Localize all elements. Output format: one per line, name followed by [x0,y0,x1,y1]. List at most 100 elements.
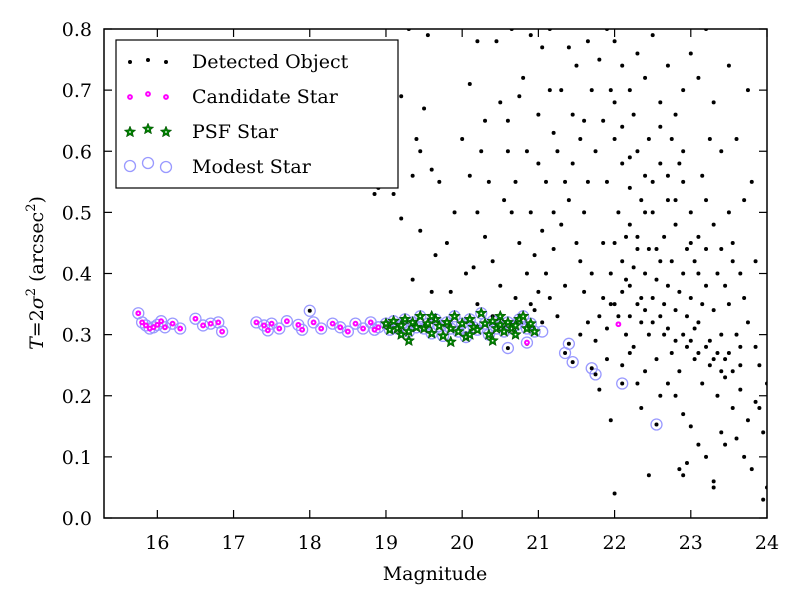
data-point-detected-object [391,192,396,197]
data-point-detected-object [479,149,484,154]
data-point-detected-object [665,283,670,288]
data-point-detected-object [730,259,735,264]
legend-label: Modest Star [192,156,312,178]
data-point-modest-star [616,377,629,390]
data-point-detected-object [612,39,617,44]
data-point-detected-object [753,259,758,264]
data-point-detected-object [715,350,720,355]
data-point-detected-object [643,75,648,80]
data-point-modest-star [315,322,328,335]
data-point-detected-object [585,320,590,325]
data-point-detected-object [738,271,743,276]
data-point-modest-star [307,316,320,329]
x-tick-label: 19 [374,532,398,554]
data-point-detected-object [433,253,438,258]
data-point-detected-object [673,112,678,117]
legend-label: Detected Object [192,51,349,73]
data-point-detected-object [585,179,590,184]
data-point-detected-object [509,210,514,215]
data-point-detected-object [563,179,568,184]
data-point-detected-object [620,63,625,68]
x-tick-label: 22 [602,532,626,554]
data-point-modest-star [155,315,168,328]
data-point-detected-object [688,51,693,56]
data-point-detected-object [677,161,682,166]
x-tick-label: 16 [145,532,169,554]
data-point-detected-object [761,497,766,502]
data-point-detected-object [677,467,682,472]
data-point-detected-object [620,381,625,386]
data-point-detected-object [612,302,617,307]
data-point-detected-object [547,88,552,93]
y-tick-label: 0.6 [62,141,92,163]
data-point-detected-object [662,332,667,337]
data-point-detected-object [749,467,754,472]
data-point-detected-object [711,485,716,490]
data-point-detected-object [563,283,568,288]
data-point-modest-star [326,317,339,330]
data-point-detected-object [719,149,724,154]
series-psf-star [379,306,541,348]
data-point-detected-object [528,302,533,307]
data-point-detected-object [578,332,583,337]
data-point-detected-object [627,88,632,93]
data-point-detected-object [589,366,594,371]
legend-marker-modest-star [159,160,173,174]
data-point-detected-object [624,277,629,282]
data-point-detected-object [627,155,632,160]
data-point-detected-object [738,344,743,349]
data-point-detected-object [551,130,556,135]
data-point-detected-object [684,344,689,349]
data-point-detected-object [574,63,579,68]
data-point-detected-object [658,161,663,166]
data-point-detected-object [650,210,655,215]
data-point-detected-object [627,185,632,190]
data-point-detected-object [620,289,625,294]
legend-marker-modest-star [123,159,137,173]
legend-entry: Candidate Star [127,86,339,108]
legend-label: Candidate Star [192,86,339,108]
data-point-detected-object [612,137,617,142]
data-point-detected-object [505,149,510,154]
data-point-detected-object [692,259,697,264]
x-tick-label: 21 [526,532,550,554]
data-point-detected-object [608,302,613,307]
y-tick-label: 0.4 [62,264,92,286]
data-point-detected-object [566,45,571,50]
data-point-detected-object [665,173,670,178]
data-point-detected-object [650,320,655,325]
x-tick-label: 20 [450,532,474,554]
data-point-detected-object [593,338,598,343]
data-point-modest-star [135,316,149,329]
data-point-detected-object [555,149,560,154]
data-point-detected-object [604,326,609,331]
data-point-detected-object [646,473,651,478]
data-point-detected-object [494,39,499,44]
data-point-detected-object [696,442,701,447]
data-point-detected-object [544,179,548,184]
data-point-detected-object [704,454,709,459]
data-point-detected-object [612,240,617,245]
data-point-detected-object [410,173,415,178]
data-point-detected-object [589,271,594,276]
data-point-detected-object [719,247,724,252]
data-point-detected-object [570,360,575,365]
data-point-detected-object [688,424,693,429]
data-point-detected-object [711,479,716,484]
data-point-detected-object [635,302,640,307]
data-point-detected-object [597,387,602,392]
data-point-detected-object [681,271,686,276]
data-point-detected-object [425,33,430,38]
data-point-detected-object [475,302,480,307]
data-point-detected-object [734,137,739,142]
data-point-detected-object [555,314,560,319]
data-point-detected-object [578,259,583,264]
data-point-modest-star [520,336,534,349]
data-point-modest-star [174,322,187,335]
data-point-detected-object [604,179,609,184]
data-point-detected-object [429,289,434,294]
data-point-modest-star [295,323,309,336]
data-point-detected-object [650,33,655,38]
data-point-detected-object [700,302,705,307]
